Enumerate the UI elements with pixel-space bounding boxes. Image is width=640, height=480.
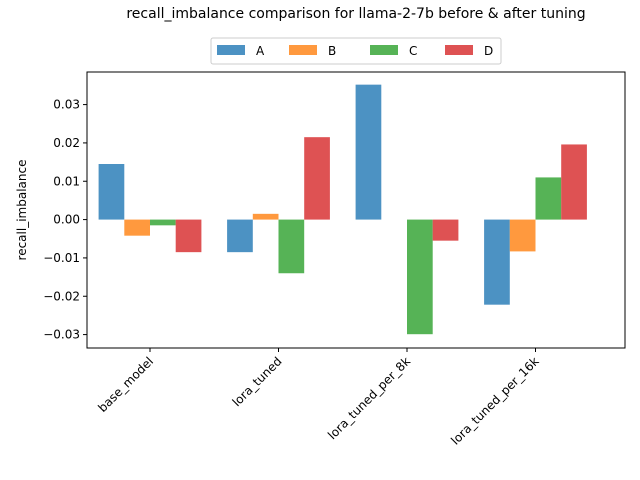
bar-D-lora_tuned_per_8k	[432, 219, 459, 241]
bar-D-base_model	[175, 219, 202, 253]
x-tick-label: base_model	[95, 354, 156, 415]
bar-A-lora_tuned	[227, 219, 253, 253]
bar-C-lora_tuned_per_8k	[407, 219, 433, 335]
bar-B-lora_tuned	[252, 213, 279, 220]
plot-border	[86, 71, 626, 349]
x-axis: base_model lora_tuned lora_tuned_per_8k lor…	[95, 348, 542, 448]
plot-area: −0.03 −0.02 −0.01 0.00 0.01 0.02 0.03 base_mod…	[43, 71, 626, 448]
bar-A-base_model	[98, 164, 125, 220]
legend-label-D: D	[484, 44, 493, 58]
legend-swatch-D	[445, 45, 473, 55]
y-tick-label: 0.00	[53, 213, 80, 227]
y-tick-label: −0.01	[43, 251, 80, 265]
x-tick-label: lora_tuned	[230, 354, 285, 409]
bar-D-lora_tuned	[304, 137, 330, 220]
legend-swatch-B	[289, 45, 317, 55]
bar-A-lora_tuned_per_16k	[484, 219, 510, 305]
bar-B-lora_tuned_per_16k	[509, 219, 536, 252]
bar-C-lora_tuned_per_16k	[535, 177, 562, 220]
legend-frame	[210, 37, 502, 65]
legend-label-A: A	[256, 44, 265, 58]
legend-swatch-A	[217, 45, 245, 55]
bar-C-lora_tuned	[278, 219, 305, 274]
y-tick-label: 0.01	[53, 174, 80, 188]
chart-title: recall_imbalance comparison for llama-2-…	[126, 6, 585, 22]
legend-swatch-C	[370, 45, 398, 55]
x-tick-label: lora_tuned_per_8k	[325, 354, 413, 442]
bar-A-lora_tuned_per_8k	[355, 84, 382, 220]
y-axis: −0.03 −0.02 −0.01 0.00 0.01 0.02 0.03	[43, 98, 87, 342]
legend-label-B: B	[328, 44, 336, 58]
y-axis-label: recall_imbalance	[15, 160, 29, 261]
y-tick-label: 0.02	[53, 136, 80, 150]
legend-label-C: C	[409, 44, 417, 58]
y-tick-label: −0.02	[43, 289, 80, 303]
x-tick-label: lora_tuned_per_16k	[448, 354, 541, 447]
y-tick-label: 0.03	[53, 98, 80, 112]
bar-C-base_model	[150, 219, 176, 226]
y-tick-label: −0.03	[43, 328, 80, 342]
bar-B-base_model	[124, 219, 150, 236]
bar-D-lora_tuned_per_16k	[561, 144, 587, 220]
bars	[98, 84, 587, 335]
legend: A B C D	[210, 37, 502, 65]
